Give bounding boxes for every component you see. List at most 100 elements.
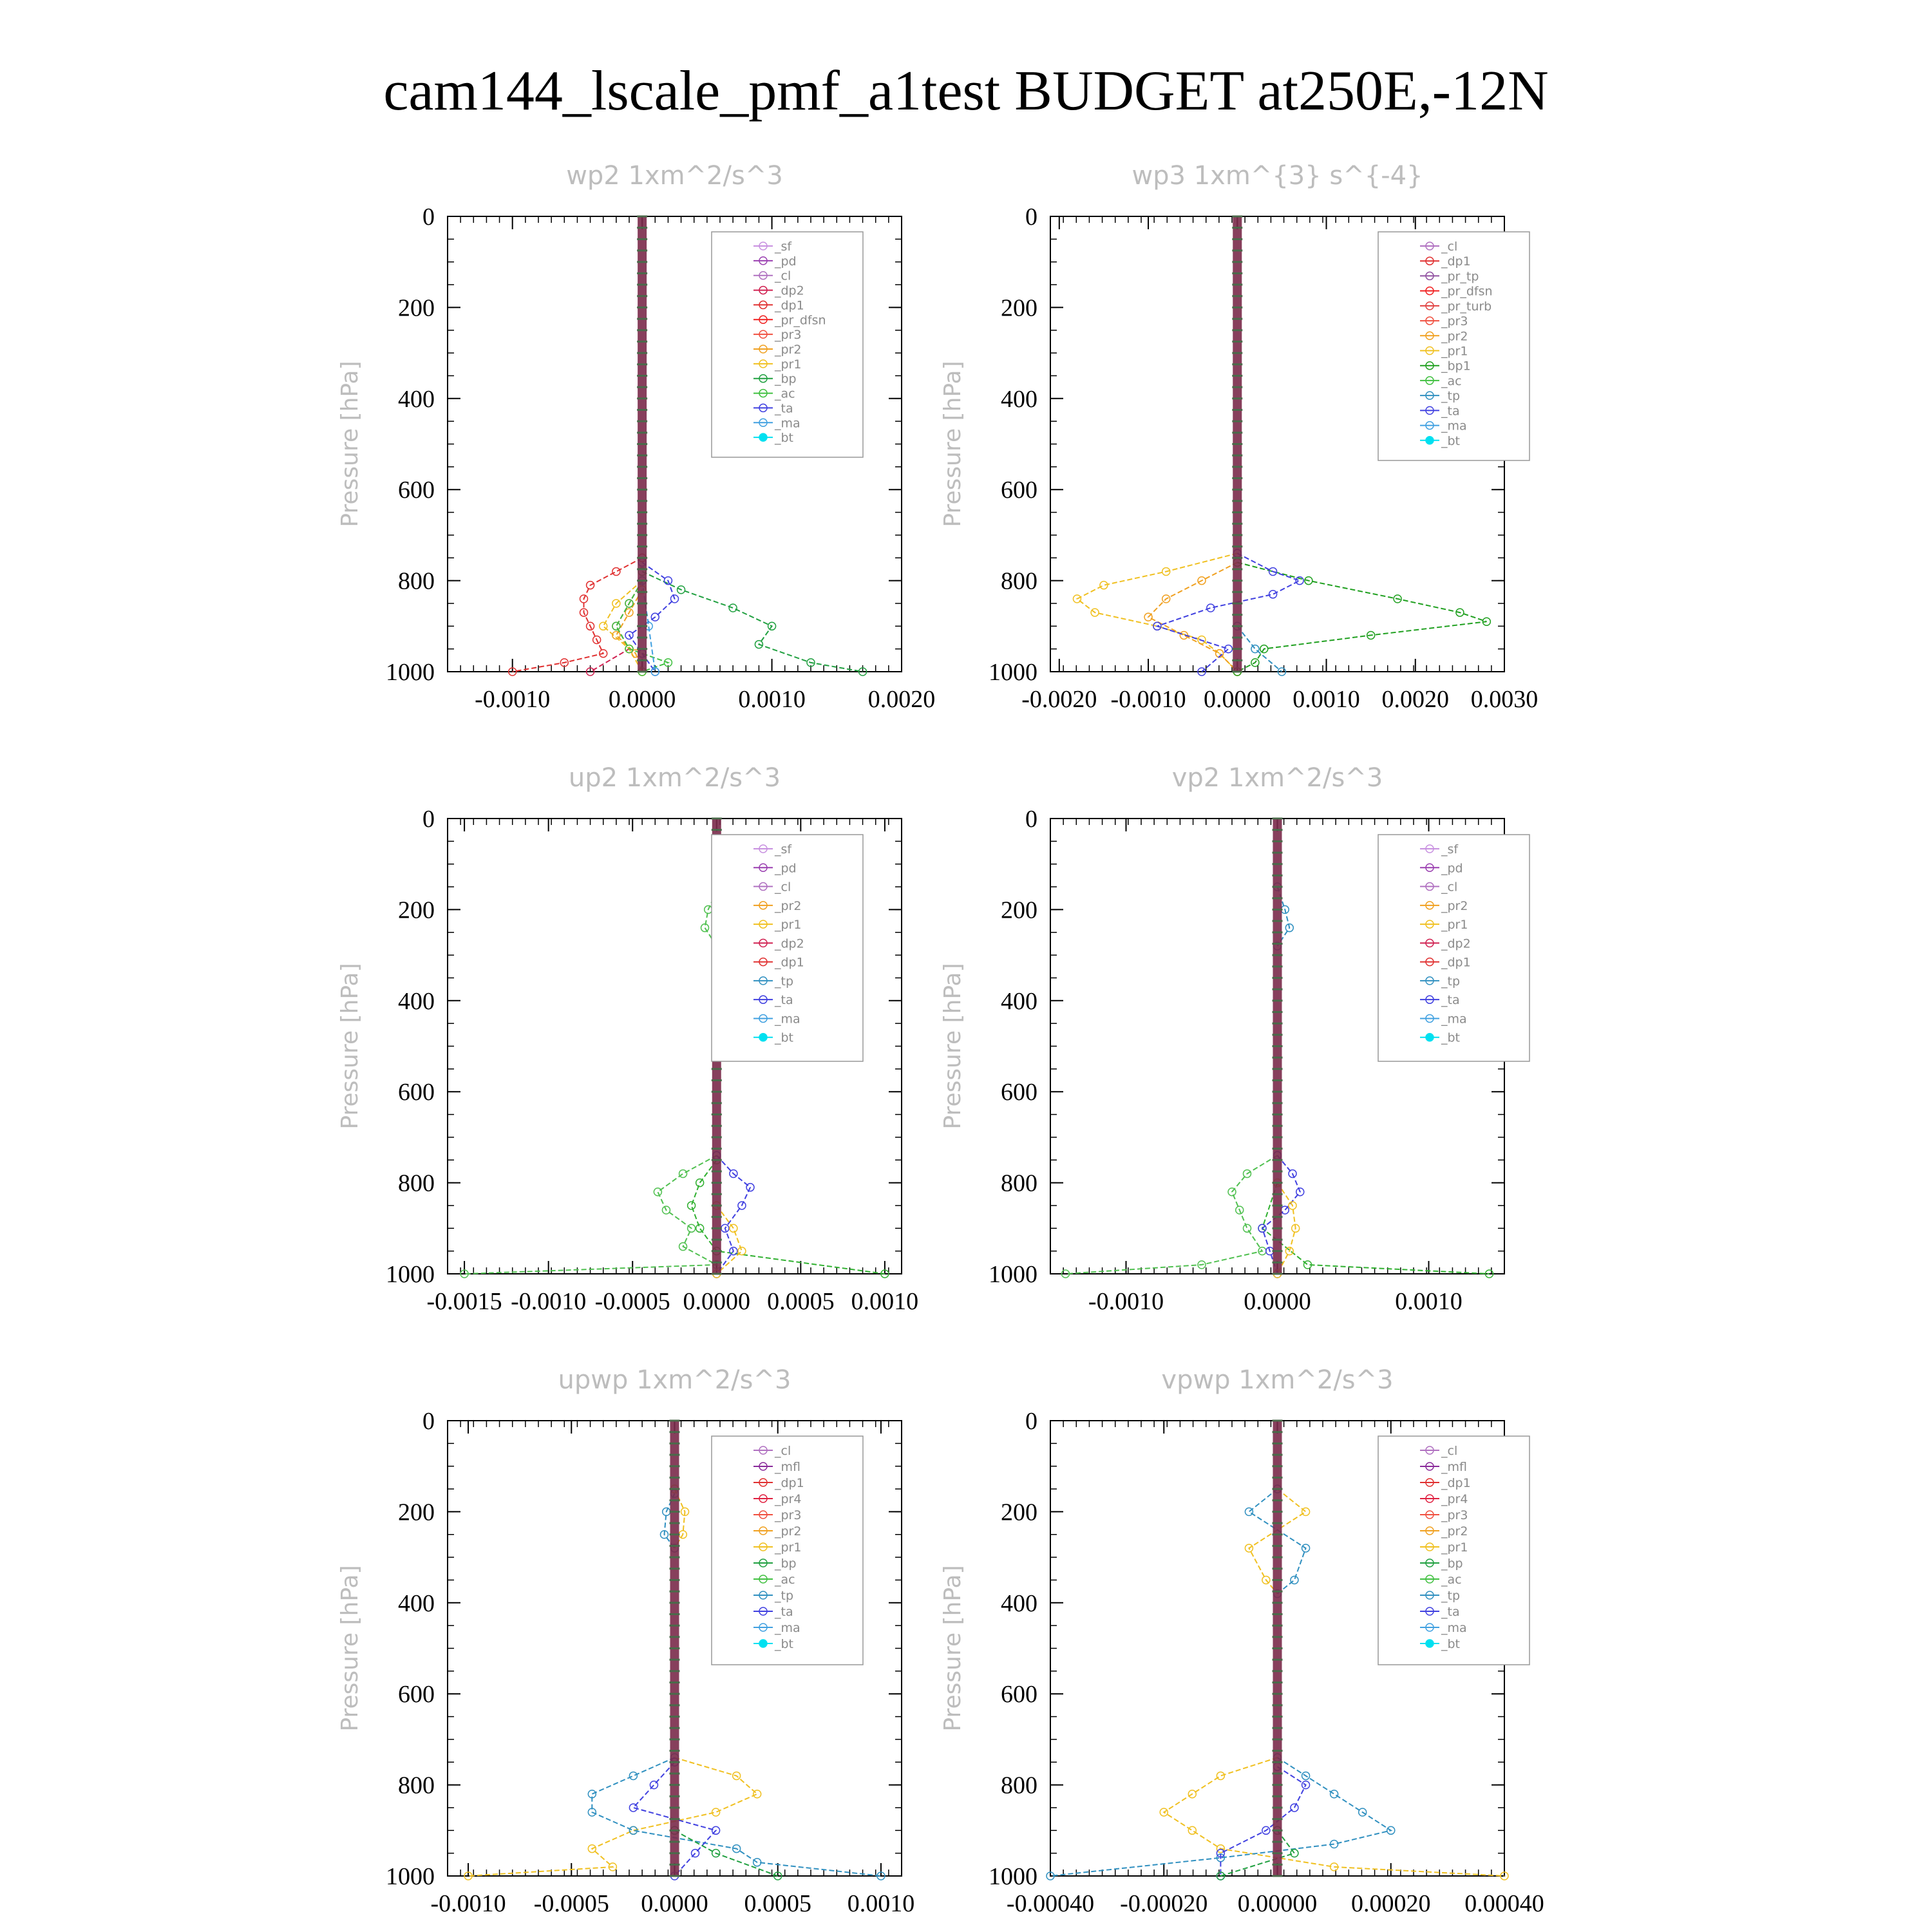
series-point — [464, 1871, 473, 1880]
legend-label: _dp1 — [1441, 1476, 1471, 1490]
legend-label: _ac — [1441, 374, 1462, 388]
legend-label: _pr2 — [1441, 329, 1468, 343]
x-tick-label: -0.0015 — [427, 1288, 502, 1315]
legend-label: _pd — [774, 861, 797, 875]
legend: _sf _pd _cl _pr2 _pr1 _dp2 _dp1 _tp _ta _ma _bt — [1378, 834, 1530, 1062]
series-point — [1262, 1826, 1271, 1835]
series-line — [1162, 1757, 1505, 1877]
legend-marker — [1425, 1607, 1434, 1616]
x-tick-label: -0.0020 — [1021, 686, 1097, 713]
series-point — [1280, 1206, 1289, 1215]
legend-marker — [1425, 346, 1434, 355]
legend: _cl _mfl _dp1 _pr4 _pr3 _pr2_pr1 _bp _ac _tp _ta _… — [1378, 1435, 1530, 1665]
series-line — [1155, 553, 1302, 672]
legend-marker — [759, 1032, 768, 1042]
series-point — [1304, 576, 1313, 585]
y-tick-label: 0 — [422, 204, 435, 231]
series-point — [690, 1848, 700, 1858]
series-point — [670, 594, 679, 603]
legend-label: _ta — [1441, 993, 1460, 1007]
series-point — [1301, 1780, 1311, 1790]
series-point — [1216, 1771, 1226, 1781]
series-point — [629, 1803, 638, 1812]
series-point — [1301, 1507, 1311, 1517]
series-point — [1244, 1544, 1254, 1553]
series-point — [585, 667, 595, 676]
legend-label: _dp2 — [774, 936, 804, 951]
legend-marker — [1425, 436, 1434, 445]
panel-title: vpwp 1xm^2/s^3 — [1161, 1365, 1393, 1395]
y-tick-label: 400 — [398, 988, 435, 1015]
legend-marker — [1425, 957, 1434, 967]
series-point — [460, 1269, 469, 1278]
legend-label: _pr4 — [1441, 1492, 1468, 1506]
x-tick-label: 0.0005 — [744, 1890, 811, 1917]
series-line — [1236, 562, 1487, 672]
legend-marker — [1425, 1575, 1434, 1584]
series-point — [752, 1789, 762, 1799]
legend-marker — [1425, 421, 1434, 430]
series-point — [687, 1201, 696, 1210]
legend-marker — [1425, 1478, 1434, 1487]
legend-marker — [759, 995, 768, 1004]
legend-marker — [1425, 882, 1434, 891]
y-axis-label: Pressure [hPa] — [940, 963, 966, 1129]
legend-label: _pr2 — [774, 1524, 801, 1539]
series-point — [1291, 1224, 1300, 1233]
series-point — [1268, 590, 1278, 599]
series-point — [1244, 1507, 1254, 1517]
x-tick-label: 0.0020 — [868, 686, 936, 713]
legend-label: _ma — [1441, 1012, 1467, 1026]
legend: _cl _mfl _dp1 _pr4 _pr3 _pr2_pr1 _bp _ac _tp _ta _… — [711, 1435, 864, 1665]
x-tick-label: -0.0005 — [595, 1288, 670, 1315]
y-tick-label: 400 — [398, 386, 435, 413]
series-point — [592, 635, 601, 645]
legend-marker — [1425, 316, 1434, 325]
legend-label: _dp1 — [774, 1476, 804, 1490]
series-point — [754, 639, 764, 649]
legend-label: _ac — [774, 387, 795, 401]
series-line — [1050, 1757, 1393, 1877]
series-point — [629, 1771, 638, 1781]
legend-label: _bt — [1441, 1031, 1460, 1045]
legend-marker — [759, 388, 768, 398]
x-tick-label: -0.0010 — [511, 1288, 586, 1315]
panel-2: up2 1xm^2/s^3 Pressure [hPa] 0 200 400 600 800… — [337, 763, 918, 1315]
legend-label: _pr2 — [1441, 1524, 1468, 1539]
series-point — [1159, 1808, 1168, 1817]
series-point — [1188, 1826, 1197, 1835]
legend-marker — [1425, 1558, 1434, 1567]
series-point — [1251, 644, 1260, 654]
legend-label: _bp — [1441, 1557, 1463, 1571]
series-line — [1065, 1155, 1278, 1274]
legend-label: _dp1 — [774, 956, 804, 970]
y-tick-label: 800 — [398, 1772, 435, 1799]
legend-marker — [759, 938, 768, 948]
legend-label: _cl — [1441, 240, 1457, 254]
x-tick-label: 0.0000 — [683, 1288, 751, 1315]
series-point — [737, 1201, 746, 1210]
y-tick-label: 1000 — [989, 659, 1037, 686]
series-point — [1206, 603, 1215, 612]
series-point — [598, 621, 608, 631]
legend-marker — [759, 844, 768, 853]
legend-label: _cl — [774, 269, 791, 283]
series-point — [612, 567, 621, 576]
x-tick-label: -0.0010 — [1110, 686, 1186, 713]
series-point — [1242, 1169, 1252, 1179]
series-point — [625, 630, 634, 640]
legend-label: _bt — [774, 1031, 793, 1045]
series-point — [767, 621, 777, 631]
legend-label: _pr_turb — [1441, 299, 1492, 314]
series-point — [625, 599, 634, 608]
series-line — [464, 1155, 719, 1274]
legend-label: _cl — [1441, 880, 1457, 895]
series-line — [674, 1830, 779, 1877]
series-point — [732, 1844, 741, 1853]
y-tick-label: 600 — [1001, 1681, 1037, 1708]
series-point — [676, 585, 686, 594]
legend-label: _cl — [774, 880, 791, 895]
legend-box — [1378, 834, 1530, 1062]
series-point — [1227, 1187, 1236, 1197]
